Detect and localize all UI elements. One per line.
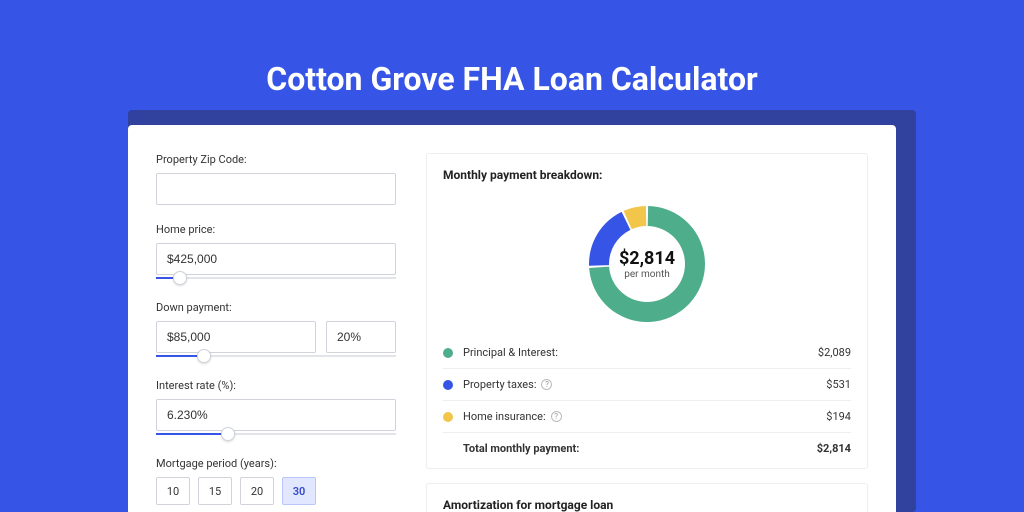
donut-sublabel: per month — [619, 269, 675, 280]
legend-value: $2,089 — [818, 346, 851, 359]
legend-total-value: $2,814 — [817, 442, 851, 455]
home-price-slider[interactable] — [156, 273, 396, 283]
info-icon[interactable]: ? — [541, 379, 552, 390]
zip-input[interactable] — [156, 173, 396, 205]
interest-rate-input[interactable] — [156, 399, 396, 431]
interest-rate-label: Interest rate (%): — [156, 379, 396, 392]
legend-row-property_taxes: Property taxes:? $531 — [443, 369, 851, 401]
donut-amount: $2,814 — [619, 248, 675, 269]
down-payment-label: Down payment: — [156, 301, 396, 314]
legend-dot — [443, 412, 453, 422]
interest-rate-block: Interest rate (%): — [156, 379, 396, 439]
period-option-30[interactable]: 30 — [282, 477, 316, 505]
down-payment-slider[interactable] — [156, 351, 396, 361]
legend-label-text: Principal & Interest: — [463, 346, 558, 359]
breakdown-legend: Principal & Interest: $2,089 Property taxe… — [443, 337, 851, 464]
donut-center: $2,814 per month — [619, 248, 675, 280]
page-title: Cotton Grove FHA Loan Calculator — [0, 0, 1024, 98]
mortgage-period-options: 10 15 20 30 — [156, 477, 396, 505]
legend-row-total: Total monthly payment: $2,814 — [443, 433, 851, 464]
down-payment-block: Down payment: — [156, 301, 396, 361]
slider-fill — [156, 433, 228, 435]
page-root: Cotton Grove FHA Loan Calculator Propert… — [0, 0, 1024, 512]
slider-track — [156, 277, 396, 279]
home-price-input[interactable] — [156, 243, 396, 275]
legend-total-label: Total monthly payment: — [463, 442, 579, 455]
zip-label: Property Zip Code: — [156, 153, 396, 166]
amortization-section: Amortization for mortgage loan Amortizat… — [426, 483, 868, 512]
legend-label: Principal & Interest: — [463, 346, 558, 359]
legend-value: $194 — [826, 410, 851, 423]
legend-dot — [443, 348, 453, 358]
interest-rate-slider[interactable] — [156, 429, 396, 439]
period-option-10[interactable]: 10 — [156, 477, 190, 505]
legend-label-text: Home insurance: — [463, 410, 546, 423]
legend-dot — [443, 380, 453, 390]
slider-thumb[interactable] — [173, 271, 187, 285]
inputs-panel: Property Zip Code: Home price: Down paym… — [156, 153, 396, 512]
home-price-label: Home price: — [156, 223, 396, 236]
breakdown-title: Monthly payment breakdown: — [443, 168, 851, 182]
down-payment-amount-input[interactable] — [156, 321, 316, 353]
slider-thumb[interactable] — [221, 427, 235, 441]
legend-label: Property taxes:? — [463, 378, 552, 391]
donut-chart: $2,814 per month — [443, 196, 851, 331]
home-price-block: Home price: — [156, 223, 396, 283]
slider-thumb[interactable] — [197, 349, 211, 363]
mortgage-period-label: Mortgage period (years): — [156, 457, 396, 470]
info-icon[interactable]: ? — [551, 411, 562, 422]
legend-row-principal_interest: Principal & Interest: $2,089 — [443, 337, 851, 369]
period-option-15[interactable]: 15 — [198, 477, 232, 505]
zip-field-block: Property Zip Code: — [156, 153, 396, 205]
breakdown-section: Monthly payment breakdown: $2,814 per mo… — [426, 153, 868, 469]
legend-label: Home insurance:? — [463, 410, 562, 423]
mortgage-period-block: Mortgage period (years): 10 15 20 30 — [156, 457, 396, 505]
legend-label-text: Property taxes: — [463, 378, 536, 391]
legend-row-home_insurance: Home insurance:? $194 — [443, 401, 851, 433]
amortization-title: Amortization for mortgage loan — [443, 498, 851, 512]
down-payment-percent-input[interactable] — [326, 321, 396, 353]
legend-value: $531 — [826, 378, 851, 391]
results-panel: Monthly payment breakdown: $2,814 per mo… — [426, 153, 868, 512]
calculator-card: Property Zip Code: Home price: Down paym… — [128, 125, 896, 512]
period-option-20[interactable]: 20 — [240, 477, 274, 505]
